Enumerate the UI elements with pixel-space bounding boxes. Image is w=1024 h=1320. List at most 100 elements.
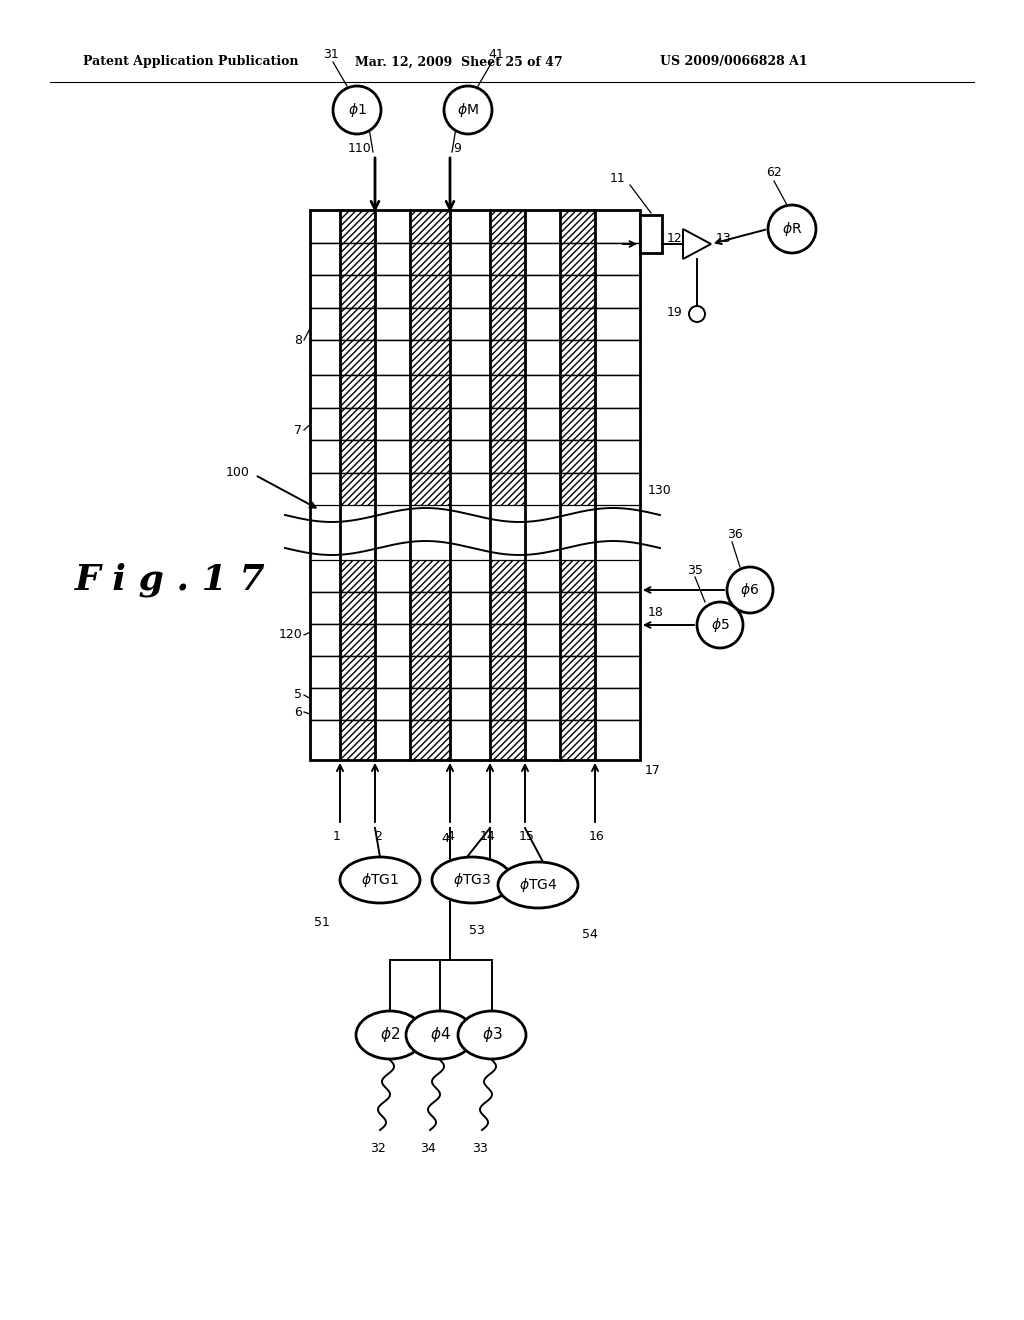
Bar bbox=[340, 440, 375, 473]
Bar bbox=[375, 210, 410, 243]
Text: $\phi$5: $\phi$5 bbox=[711, 616, 729, 634]
Bar bbox=[595, 341, 640, 375]
Bar bbox=[340, 656, 375, 688]
Bar bbox=[490, 719, 525, 760]
Bar bbox=[310, 210, 640, 760]
Bar bbox=[310, 560, 340, 591]
Text: 13: 13 bbox=[716, 232, 732, 246]
Bar bbox=[340, 243, 375, 275]
Bar bbox=[375, 440, 410, 473]
Polygon shape bbox=[683, 228, 711, 259]
Bar bbox=[410, 591, 450, 624]
Bar bbox=[450, 375, 490, 408]
Bar bbox=[560, 719, 595, 760]
Bar bbox=[560, 243, 595, 275]
Bar bbox=[595, 591, 640, 624]
Bar bbox=[490, 210, 525, 243]
Bar bbox=[525, 308, 560, 341]
Bar bbox=[490, 341, 525, 375]
Text: 32: 32 bbox=[370, 1142, 386, 1155]
Circle shape bbox=[697, 602, 743, 648]
Text: $\phi$TG3: $\phi$TG3 bbox=[453, 871, 492, 888]
Bar bbox=[375, 473, 410, 506]
Bar bbox=[490, 688, 525, 719]
Bar bbox=[560, 440, 595, 473]
Text: $\phi$TG4: $\phi$TG4 bbox=[519, 876, 557, 894]
Bar bbox=[450, 308, 490, 341]
Text: 130: 130 bbox=[648, 483, 672, 496]
Bar bbox=[410, 473, 450, 506]
Bar bbox=[490, 440, 525, 473]
Bar bbox=[310, 308, 340, 341]
Ellipse shape bbox=[406, 1011, 474, 1059]
Circle shape bbox=[689, 306, 705, 322]
Bar bbox=[410, 243, 450, 275]
Bar bbox=[450, 473, 490, 506]
Bar bbox=[560, 210, 595, 243]
Bar bbox=[310, 408, 340, 440]
Bar bbox=[525, 341, 560, 375]
Bar bbox=[310, 591, 340, 624]
Bar bbox=[340, 624, 375, 656]
Bar bbox=[595, 275, 640, 308]
Text: Patent Application Publication: Patent Application Publication bbox=[83, 55, 299, 69]
Bar bbox=[375, 560, 410, 591]
Text: Mar. 12, 2009  Sheet 25 of 47: Mar. 12, 2009 Sheet 25 of 47 bbox=[355, 55, 562, 69]
Text: 31: 31 bbox=[324, 49, 339, 62]
Bar bbox=[490, 560, 525, 591]
Bar bbox=[375, 688, 410, 719]
Text: 5: 5 bbox=[294, 689, 302, 701]
Bar bbox=[525, 591, 560, 624]
Text: 15: 15 bbox=[519, 830, 535, 843]
Bar bbox=[450, 275, 490, 308]
Bar bbox=[450, 656, 490, 688]
Bar bbox=[450, 341, 490, 375]
Text: 120: 120 bbox=[279, 628, 302, 642]
Text: $\phi$M: $\phi$M bbox=[457, 102, 479, 119]
Text: 36: 36 bbox=[727, 528, 742, 541]
Bar bbox=[340, 591, 375, 624]
Text: $\phi$3: $\phi$3 bbox=[481, 1026, 503, 1044]
Bar bbox=[560, 473, 595, 506]
Bar bbox=[340, 719, 375, 760]
Text: 12: 12 bbox=[667, 231, 683, 244]
Bar bbox=[410, 719, 450, 760]
Bar bbox=[525, 275, 560, 308]
Bar bbox=[310, 243, 340, 275]
Bar bbox=[310, 656, 340, 688]
Bar bbox=[595, 656, 640, 688]
Bar bbox=[595, 375, 640, 408]
Bar bbox=[375, 624, 410, 656]
Bar bbox=[375, 275, 410, 308]
Bar bbox=[595, 308, 640, 341]
Text: $\phi$2: $\phi$2 bbox=[380, 1026, 400, 1044]
Bar bbox=[490, 308, 525, 341]
Bar bbox=[490, 375, 525, 408]
Bar bbox=[595, 624, 640, 656]
Bar bbox=[310, 473, 340, 506]
Text: US 2009/0066828 A1: US 2009/0066828 A1 bbox=[660, 55, 808, 69]
Text: 4: 4 bbox=[441, 833, 449, 846]
Text: 53: 53 bbox=[469, 924, 485, 936]
Text: 4: 4 bbox=[446, 830, 454, 843]
Text: 16: 16 bbox=[589, 830, 605, 843]
Bar bbox=[310, 375, 340, 408]
Bar bbox=[595, 440, 640, 473]
Text: 6: 6 bbox=[294, 705, 302, 718]
Bar bbox=[375, 341, 410, 375]
Bar bbox=[340, 275, 375, 308]
Text: 110: 110 bbox=[347, 141, 371, 154]
Bar bbox=[410, 275, 450, 308]
Text: $\phi$TG1: $\phi$TG1 bbox=[361, 871, 399, 888]
Bar bbox=[595, 473, 640, 506]
Bar bbox=[340, 560, 375, 591]
Bar bbox=[560, 308, 595, 341]
Bar bbox=[560, 560, 595, 591]
Bar bbox=[410, 440, 450, 473]
Text: 14: 14 bbox=[480, 830, 496, 843]
Text: $\phi$R: $\phi$R bbox=[781, 220, 802, 238]
Bar bbox=[525, 560, 560, 591]
Bar bbox=[595, 719, 640, 760]
Bar bbox=[560, 275, 595, 308]
Text: $\phi$1: $\phi$1 bbox=[347, 102, 367, 119]
